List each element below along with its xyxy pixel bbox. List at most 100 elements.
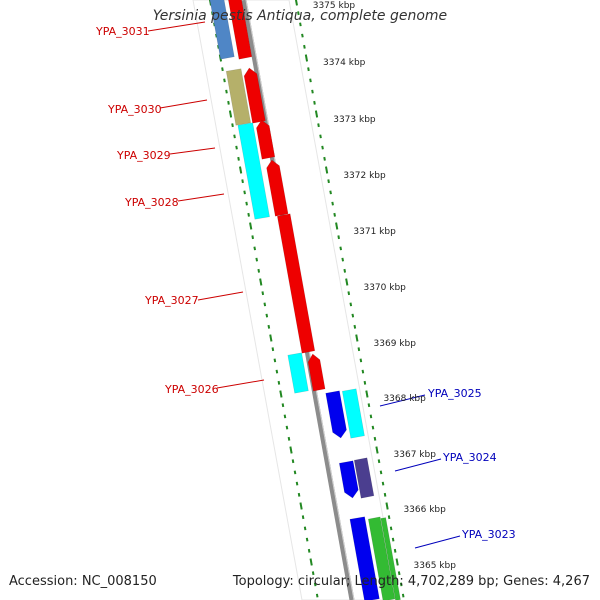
tick-mark	[277, 380, 281, 385]
tick-mark	[275, 369, 279, 374]
gene-arrow	[256, 119, 276, 160]
gene-arrow	[209, 0, 235, 60]
map-title: Yersinia pestis Antiqua, complete genome	[152, 8, 448, 24]
tick-mark	[341, 257, 345, 262]
tick-mark	[301, 33, 304, 38]
tick-mark	[373, 436, 377, 441]
tick-mark	[381, 481, 385, 486]
tick-mark	[221, 67, 224, 72]
tick-mark	[299, 22, 302, 27]
gene-label-left: YPA_3029	[116, 149, 171, 162]
tick-mark	[238, 166, 243, 174]
tick-mark	[311, 89, 314, 94]
tick-mark	[307, 548, 311, 553]
tick-mark	[375, 446, 379, 454]
tick-mark	[237, 156, 240, 161]
kbp-label: 3375 kbp	[313, 1, 356, 11]
tick-mark	[385, 502, 389, 510]
tick-mark	[303, 526, 307, 531]
tick-mark	[383, 492, 387, 497]
leader-line	[177, 193, 225, 202]
gene-arrow	[243, 67, 266, 124]
gene-arrow	[287, 352, 309, 394]
tick-mark	[293, 470, 297, 475]
tick-mark	[273, 358, 277, 363]
tick-mark	[285, 425, 289, 430]
tick-mark	[233, 134, 236, 139]
tick-mark	[271, 347, 275, 352]
tick-mark	[279, 390, 283, 398]
kbp-label: 3370 kbp	[363, 283, 406, 293]
kbp-label: 3365 kbp	[414, 561, 457, 571]
tick-mark	[299, 502, 303, 510]
tick-mark	[265, 313, 269, 318]
leader-line	[216, 379, 265, 389]
leader-line	[414, 535, 461, 549]
tick-mark	[339, 246, 343, 251]
label-leaders	[147, 21, 461, 549]
tick-mark	[391, 537, 395, 542]
leader-line	[394, 458, 442, 472]
kbp-label: 3367 kbp	[394, 450, 437, 460]
tick-mark	[231, 123, 234, 128]
tick-mark	[361, 369, 365, 374]
gene-labels: YPA_3031 YPA_3030 YPA_3029 YPA_3028 YPA_3027…	[95, 25, 516, 541]
tick-mark	[294, 0, 298, 6]
tick-mark	[329, 190, 332, 195]
tick-mark	[389, 526, 393, 531]
tick-mark	[255, 257, 259, 262]
tick-mark	[324, 166, 329, 174]
tick-mark	[369, 414, 373, 419]
tick-mark	[351, 313, 355, 318]
accession-text: Accession: NC_008150	[9, 574, 157, 589]
tick-mark	[303, 44, 306, 49]
tick-mark	[249, 222, 253, 230]
tick-mark	[379, 470, 383, 475]
tick-mark	[395, 558, 399, 566]
kbp-label: 3373 kbp	[333, 115, 376, 125]
gene-arrow	[349, 516, 380, 600]
gene-label-right: YPA_3024	[442, 451, 497, 464]
topology-text: Topology: circular; Length: 4,702,289 bp…	[232, 574, 590, 589]
gene-features	[209, 0, 401, 600]
gene-label-right: YPA_3023	[461, 528, 516, 541]
tick-mark	[313, 582, 317, 587]
gene-arrow	[367, 516, 396, 600]
tick-mark	[367, 403, 371, 408]
kbp-label: 3374 kbp	[323, 58, 366, 68]
tick-mark	[261, 291, 265, 296]
tick-mark	[323, 156, 326, 161]
tick-mark	[289, 446, 293, 454]
tick-mark	[371, 425, 375, 430]
tick-mark	[397, 571, 401, 576]
tick-mark	[393, 548, 397, 553]
tick-mark	[309, 78, 312, 83]
tick-mark	[304, 54, 309, 62]
gene-arrow	[266, 159, 289, 217]
tick-mark	[235, 145, 238, 150]
tick-mark	[267, 324, 271, 329]
tick-mark	[314, 110, 319, 118]
tick-mark	[225, 89, 228, 94]
tick-mark	[321, 145, 324, 150]
tick-mark	[287, 436, 291, 441]
tick-mark	[253, 246, 257, 251]
tick-mark	[227, 100, 230, 105]
gene-arrow	[307, 353, 326, 392]
tick-mark	[355, 334, 359, 342]
gene-label-left: YPA_3027	[144, 294, 199, 307]
tick-mark	[243, 190, 246, 195]
tick-mark	[331, 201, 334, 206]
kbp-labels: 3375 kbp 3374 kbp 3373 kbp 3372 kbp 3371 kbp…	[313, 1, 456, 571]
tick-mark	[363, 380, 367, 385]
tick-mark	[307, 67, 310, 72]
tick-mark	[347, 291, 351, 296]
tick-mark	[251, 235, 254, 240]
tick-mark	[401, 593, 405, 598]
tick-mark	[399, 582, 403, 587]
tick-mark	[387, 515, 391, 520]
tick-mark	[333, 212, 336, 217]
tick-mark	[263, 302, 267, 307]
gene-arrow	[225, 68, 252, 126]
